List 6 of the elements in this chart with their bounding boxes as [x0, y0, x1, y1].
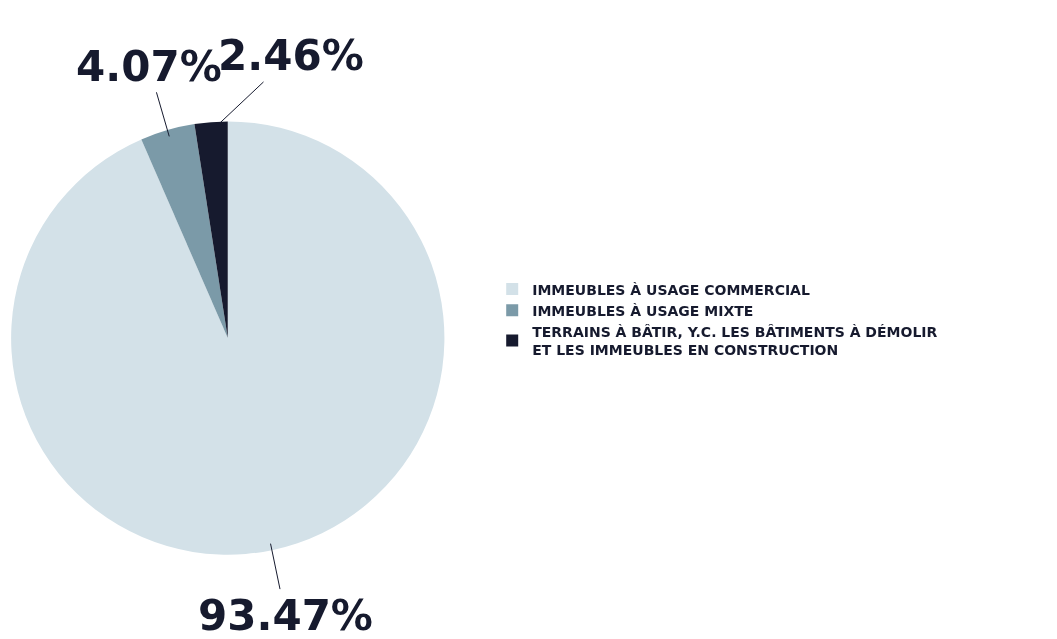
- data-label: 93.47%: [198, 591, 373, 639]
- pie-slice: [141, 124, 228, 339]
- legend-label: IMMEUBLES À USAGE COMMERCIAL: [532, 281, 810, 298]
- legend-label: IMMEUBLES À USAGE MIXTE: [532, 302, 754, 319]
- pie-slice: [11, 121, 445, 555]
- legend-label: TERRAINS À BÂTIR, Y.C. LES BÂTIMENTS À DÉMOLIR ET LES IMMEUBLES EN CONSTRUCTION: [532, 323, 938, 359]
